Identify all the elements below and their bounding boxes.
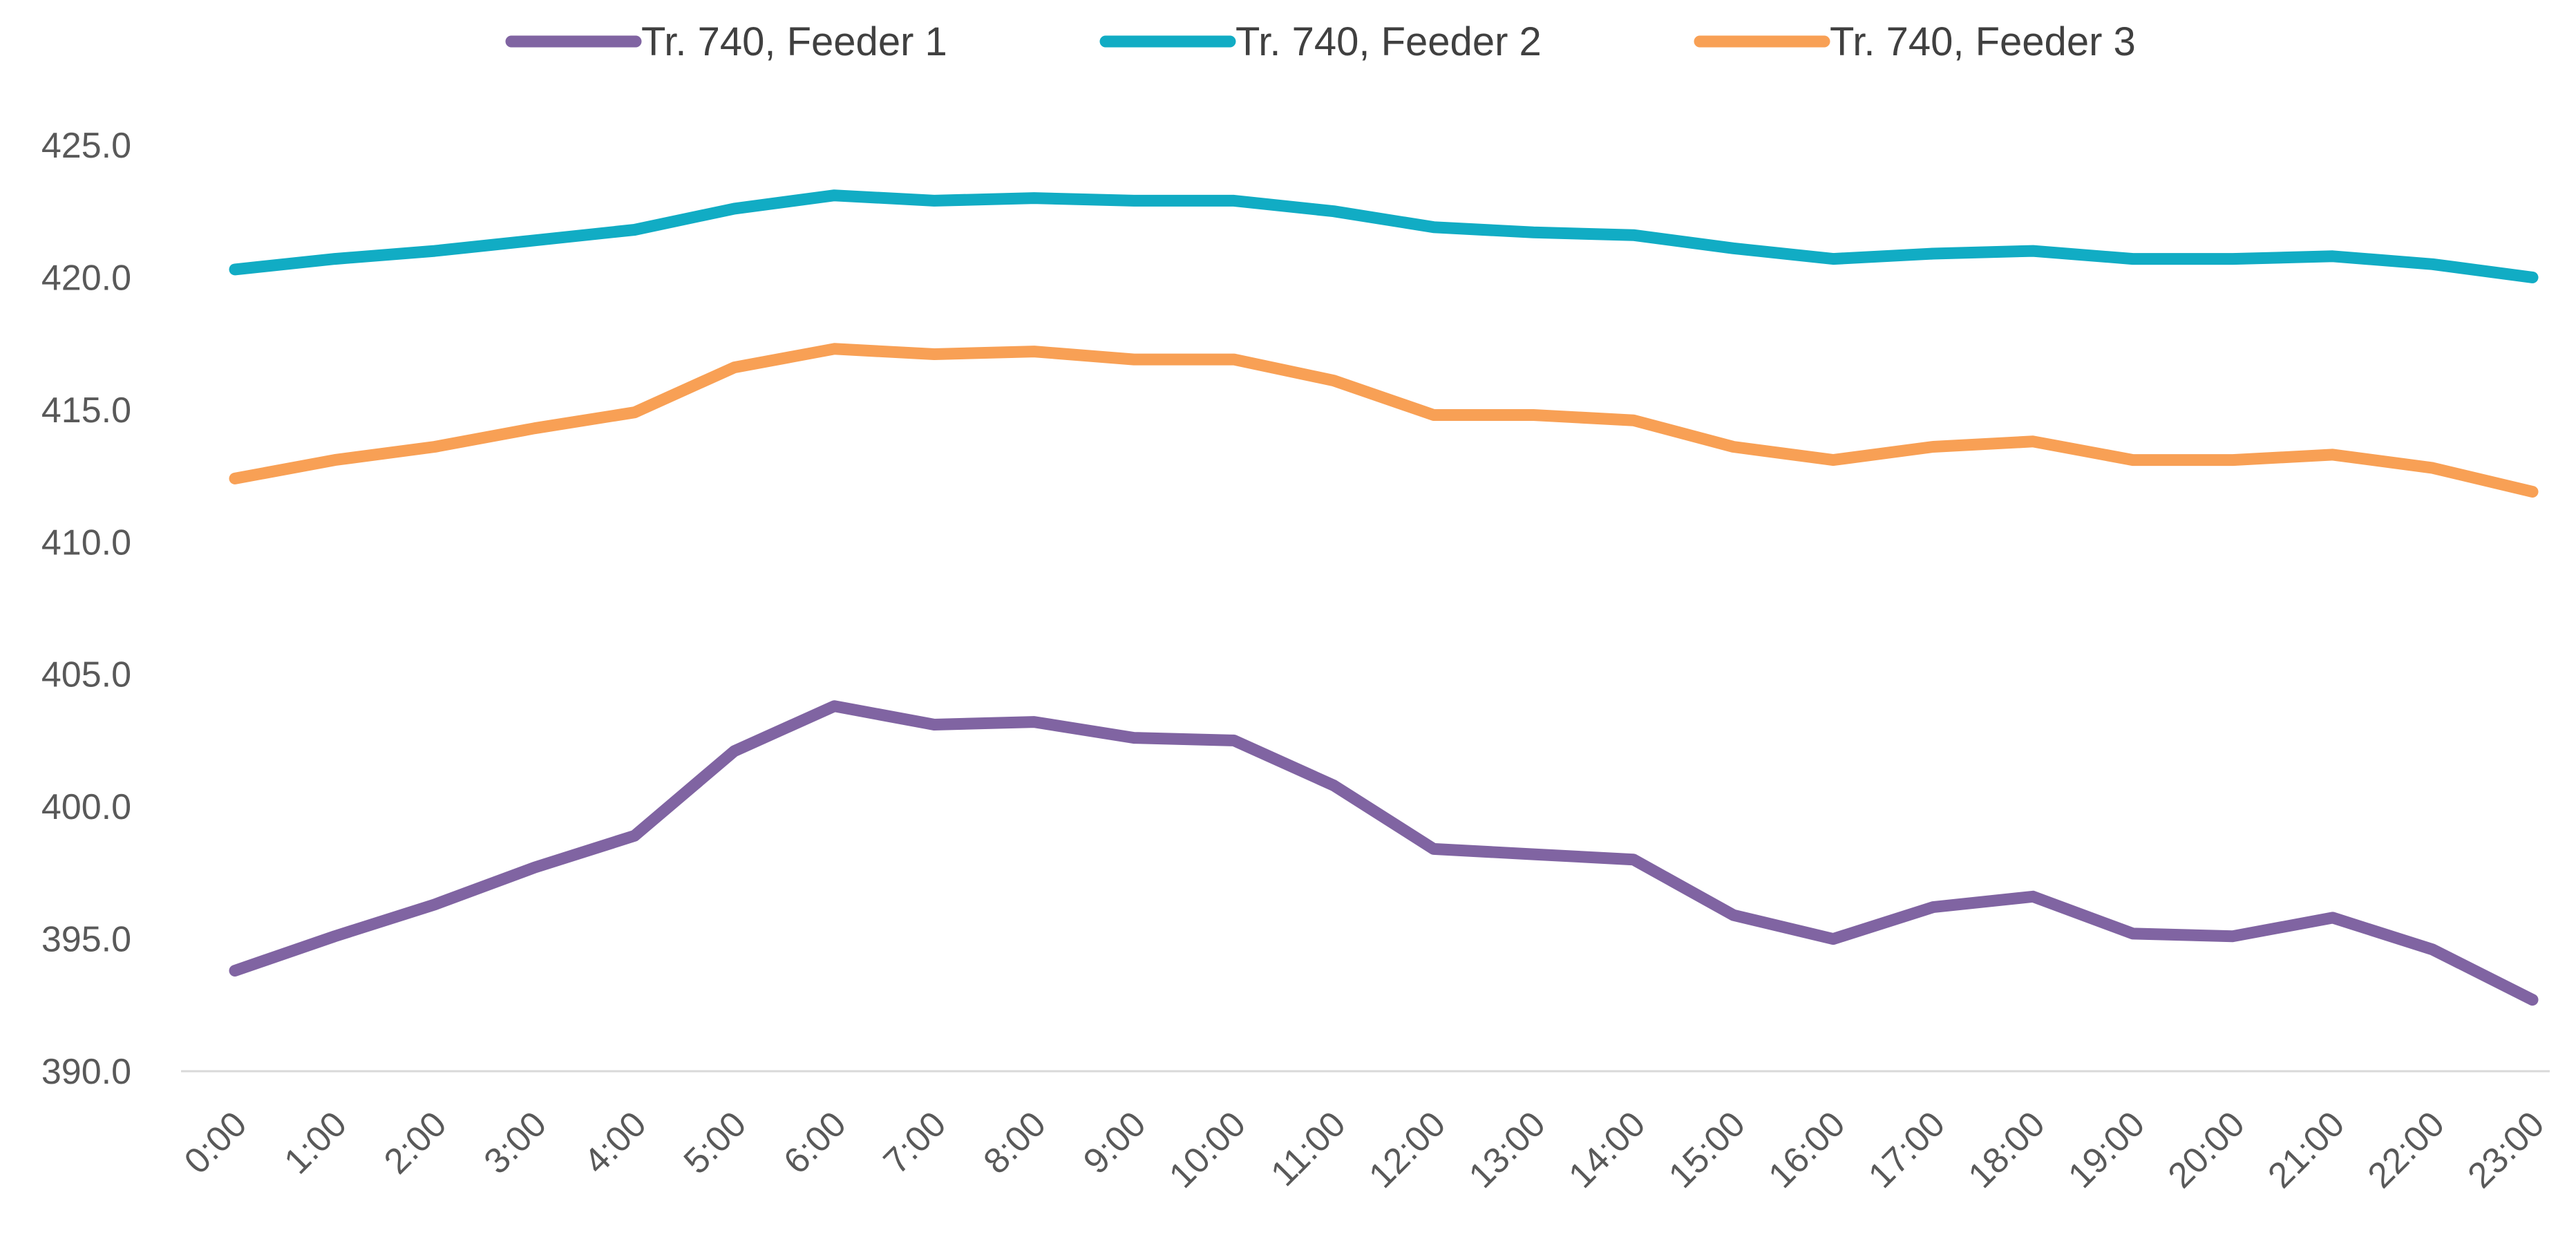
x-tick-label: 17:00: [1861, 1104, 1953, 1196]
y-tick-label: 400.0: [41, 787, 131, 827]
x-tick-label: 14:00: [1561, 1104, 1653, 1196]
x-tick-label: 23:00: [2460, 1104, 2552, 1196]
y-tick-label: 415.0: [41, 390, 131, 431]
x-tick-label: 0:00: [177, 1104, 255, 1182]
x-tick-label: 9:00: [1076, 1104, 1154, 1182]
x-tick-label: 4:00: [576, 1104, 654, 1182]
x-tick-label: 2:00: [377, 1104, 455, 1182]
x-tick-label: 21:00: [2260, 1104, 2352, 1196]
x-tick-label: 8:00: [976, 1104, 1054, 1182]
x-tick-label: 11:00: [1263, 1104, 1353, 1194]
x-tick-label: 6:00: [776, 1104, 854, 1182]
legend-label-feeder-2: Tr. 740, Feeder 2: [1235, 19, 1542, 64]
series-line-feeder-2: [229, 189, 2539, 283]
x-tick-label: 22:00: [2360, 1104, 2452, 1196]
x-tick-label: 20:00: [2161, 1104, 2253, 1196]
x-tick-label: 19:00: [2061, 1104, 2152, 1196]
x-tick-label: 3:00: [477, 1104, 555, 1182]
x-tick-label: 1:00: [276, 1104, 354, 1182]
x-tick-label: 18:00: [1961, 1104, 2053, 1196]
x-tick-label: 13:00: [1461, 1104, 1553, 1196]
legend: Tr. 740, Feeder 1 Tr. 740, Feeder 2 Tr. 74…: [505, 19, 2136, 64]
x-tick-label: 15:00: [1661, 1104, 1753, 1196]
y-tick-label: 420.0: [41, 258, 131, 298]
x-tick-label: 16:00: [1761, 1104, 1853, 1196]
y-tick-label: 405.0: [41, 655, 131, 695]
x-tick-label: 5:00: [676, 1104, 755, 1182]
series-line-feeder-1: [229, 700, 2539, 1006]
y-axis: 390.0 395.0 400.0 405.0 410.0 415.0 420.0 425.0: [41, 126, 131, 1092]
legend-label-feeder-3: Tr. 740, Feeder 3: [1830, 19, 2136, 64]
y-tick-label: 390.0: [41, 1052, 131, 1092]
y-tick-label: 395.0: [41, 920, 131, 960]
series-line-feeder-3: [229, 343, 2539, 498]
plot-area: [229, 189, 2539, 1006]
x-tick-label: 12:00: [1361, 1104, 1453, 1196]
legend-label-feeder-1: Tr. 740, Feeder 1: [641, 19, 947, 64]
x-tick-label: 10:00: [1162, 1104, 1253, 1196]
x-axis: 0:00 1:00 2:00 3:00 4:00 5:00 6:00 7:00 8:00 9:00…: [177, 1104, 2553, 1196]
x-tick-label: 7:00: [876, 1104, 954, 1182]
y-tick-label: 410.0: [41, 522, 131, 563]
y-tick-label: 425.0: [41, 126, 131, 166]
